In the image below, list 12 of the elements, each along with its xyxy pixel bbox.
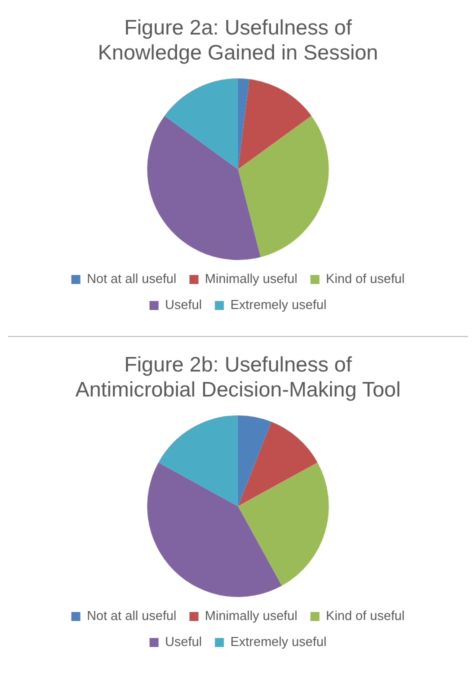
legend-label: Extremely useful xyxy=(230,297,327,312)
chart-title: Figure 2a: Usefulness of Knowledge Gained in Session xyxy=(98,16,378,65)
legend-label: Not at all useful xyxy=(86,271,177,286)
legend-label: Minimally useful xyxy=(204,271,298,286)
legend-label: Useful xyxy=(165,634,202,650)
legend-label: Useful xyxy=(165,297,202,312)
chart-title: Figure 2b: Usefulness of Antimicrobial Decision-Making Tool xyxy=(75,353,401,402)
legend-label: Not at all useful xyxy=(86,608,177,624)
legend-label: Minimally useful xyxy=(204,608,298,624)
legend-label: Kind of useful xyxy=(326,608,405,624)
legend-label: Extremely useful xyxy=(230,634,327,650)
legend-label: Kind of useful xyxy=(326,271,405,286)
